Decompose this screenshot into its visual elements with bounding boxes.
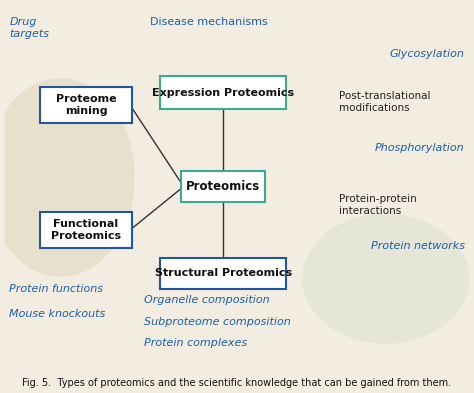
Text: Glycosylation: Glycosylation <box>390 49 465 59</box>
Text: Protein-protein
interactions: Protein-protein interactions <box>339 194 417 216</box>
Ellipse shape <box>0 78 135 277</box>
Text: Functional
Proteomics: Functional Proteomics <box>51 219 121 241</box>
FancyBboxPatch shape <box>181 171 265 202</box>
Text: Phosphorylation: Phosphorylation <box>375 143 465 153</box>
Text: Drug
targets: Drug targets <box>9 17 49 39</box>
FancyBboxPatch shape <box>39 212 132 248</box>
Text: Protein complexes: Protein complexes <box>144 338 247 348</box>
FancyBboxPatch shape <box>160 76 286 109</box>
FancyBboxPatch shape <box>160 258 286 288</box>
FancyBboxPatch shape <box>39 87 132 123</box>
Text: Expression Proteomics: Expression Proteomics <box>152 88 294 97</box>
Circle shape <box>302 214 469 344</box>
Text: Protein networks: Protein networks <box>371 241 465 251</box>
Text: Organelle composition: Organelle composition <box>144 295 270 305</box>
Text: Fig. 5.  Types of proteomics and the scientific knowledge that can be gained fro: Fig. 5. Types of proteomics and the scie… <box>22 378 452 388</box>
Text: Structural Proteomics: Structural Proteomics <box>155 268 292 278</box>
Text: Mouse knockouts: Mouse knockouts <box>9 309 106 320</box>
Text: Disease mechanisms: Disease mechanisms <box>150 17 268 27</box>
Text: Post-translational
modifications: Post-translational modifications <box>339 91 431 113</box>
Text: Proteome
mining: Proteome mining <box>56 94 116 116</box>
Text: Subproteome composition: Subproteome composition <box>144 317 291 327</box>
Text: Protein functions: Protein functions <box>9 284 103 294</box>
Text: Proteomics: Proteomics <box>186 180 260 193</box>
